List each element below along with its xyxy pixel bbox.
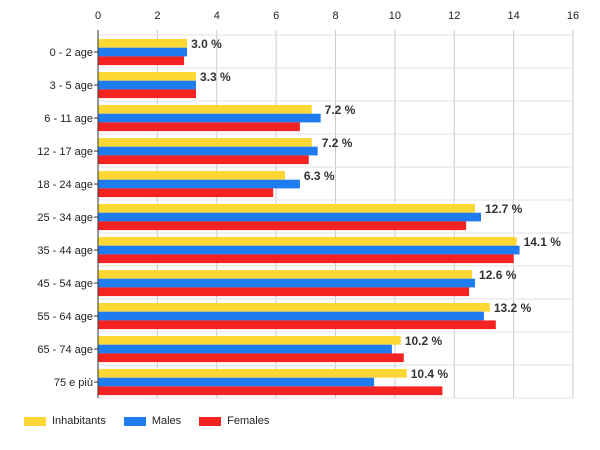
x-tick-label: 8 [332,10,338,22]
legend-swatch-males [123,416,146,426]
bar-males-2 [98,113,321,123]
bar-females-8 [98,320,496,330]
bar-females-6 [98,254,514,264]
data-label: 10.4 % [411,367,449,381]
bar-inhabitants-4 [98,171,286,180]
bar-males-9 [98,344,392,354]
category-label: 3 - 5 age [50,80,93,92]
bar-males-5 [98,212,481,222]
data-label: 10.2 % [405,334,443,348]
x-tick-label: 0 [95,10,101,22]
x-axis-ticks: 0 2 4 6 8 10 12 14 16 [95,10,579,22]
category-label: 45 - 54 age [37,278,93,290]
bar-females-3 [98,155,309,165]
bar-females-5 [98,221,467,231]
legend-label-females: Females [227,415,270,427]
bar-males-1 [98,80,196,90]
category-label: 25 - 34 age [37,212,93,224]
bar-inhabitants-9 [98,336,401,345]
x-tick-label: 4 [214,10,220,22]
x-tick-label: 14 [508,10,520,22]
category-label: 55 - 64 age [37,311,93,323]
category-label: 6 - 11 age [44,113,93,125]
legend-swatch-inhabitants [24,416,46,426]
bar-males-4 [98,179,300,189]
bars [98,39,520,396]
bar-inhabitants-0 [98,39,188,48]
bar-males-10 [98,377,375,387]
bar-females-1 [98,89,196,99]
legend-item-inhabitants: Inhabitants [24,415,106,427]
data-label: 12.6 % [479,268,517,282]
data-label: 3.3 % [200,70,231,84]
x-tick-label: 6 [273,10,279,22]
data-labels: 3.0 % 3.3 % 7.2 % 7.2 % 6.3 % 12.7 % 14.1 % 12.… [191,37,561,381]
x-tick-label: 10 [389,10,401,22]
data-label: 3.0 % [191,37,222,51]
category-label: 18 - 24 age [37,179,93,191]
bar-inhabitants-3 [98,138,312,147]
bar-males-8 [98,311,484,321]
gridlines [97,30,574,399]
bar-males-3 [98,146,318,156]
data-label: 7.2 % [325,103,356,117]
bar-females-10 [98,386,443,396]
legend-label-inhabitants: Inhabitants [52,415,106,427]
category-label: 35 - 44 age [37,245,93,257]
x-tick-label: 12 [448,10,460,22]
bar-females-0 [98,56,185,66]
bar-females-7 [98,287,470,297]
bar-inhabitants-5 [98,204,476,213]
legend-item-males: Males [123,415,182,427]
x-tick-label: 16 [567,10,579,22]
bar-males-6 [98,245,520,255]
bar-females-2 [98,122,300,132]
legend-swatch-females [199,416,222,426]
legend-item-females: Females [199,415,269,427]
bar-inhabitants-10 [98,369,407,378]
data-label: 13.2 % [494,301,532,315]
category-label: 65 - 74 age [37,344,93,356]
x-tick-label: 2 [154,10,160,22]
data-label: 7.2 % [322,136,353,150]
bar-females-9 [98,353,404,363]
category-label: 75 e più [54,377,93,389]
category-label: 0 - 2 age [50,47,93,59]
bar-males-7 [98,278,476,288]
data-label: 6.3 % [304,169,335,183]
category-label: 12 - 17 age [37,146,93,158]
legend: Inhabitants Males Females [24,415,269,427]
bar-inhabitants-7 [98,270,473,279]
bar-males-0 [98,47,188,57]
legend-label-males: Males [151,415,182,427]
bar-inhabitants-1 [98,72,196,81]
data-label: 14.1 % [524,235,562,249]
bar-females-4 [98,188,274,198]
data-label: 12.7 % [485,202,523,216]
category-labels: 0 - 2 age 3 - 5 age 6 - 11 age 12 - 17 age 1… [37,47,98,389]
bar-inhabitants-2 [98,105,312,114]
bar-inhabitants-8 [98,303,490,312]
bar-inhabitants-6 [98,237,517,246]
